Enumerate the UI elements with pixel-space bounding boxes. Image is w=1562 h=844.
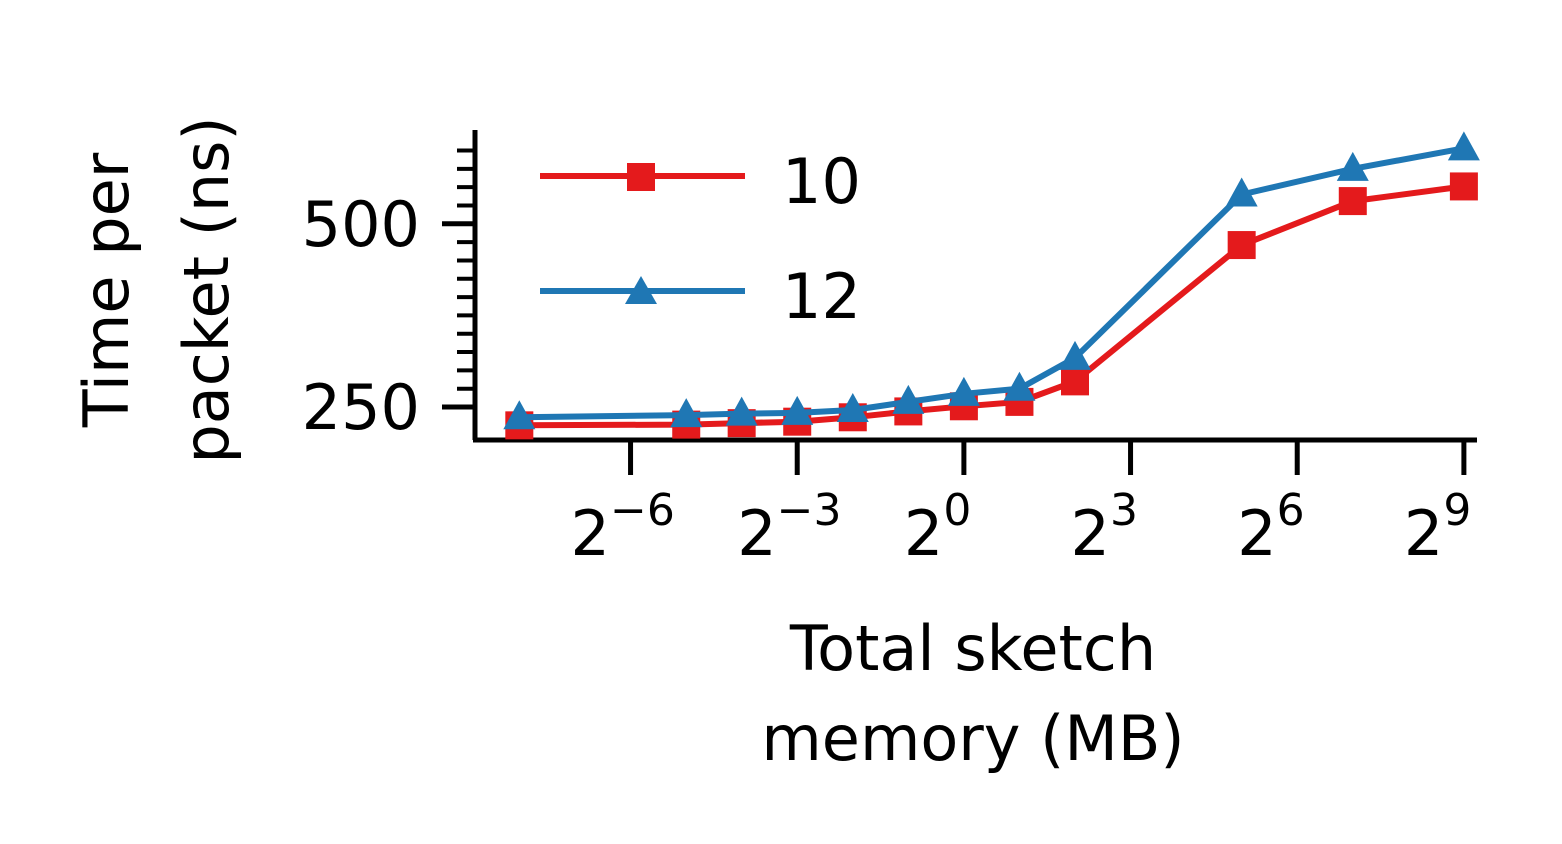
legend: 10 12 [540, 145, 861, 333]
legend-marker-10 [627, 163, 655, 191]
data-point-12 [725, 396, 758, 426]
data-point-12 [1003, 371, 1036, 401]
data-point-12 [781, 395, 814, 425]
legend-label-10: 10 [782, 145, 861, 218]
plot-area: 2−6 2−3 20 23 26 29 250 500 [302, 130, 1480, 570]
y-tick-label: 250 [302, 371, 420, 444]
x-tick-label: 2−3 [737, 485, 841, 570]
y-ticks: 250 500 [302, 148, 475, 444]
x-tick-label: 26 [1237, 485, 1304, 570]
x-tick-label: 23 [1071, 485, 1138, 570]
data-point-10 [1227, 231, 1256, 260]
data-point-10 [1449, 172, 1478, 201]
x-tick-label: 20 [904, 485, 971, 570]
series-layer [503, 131, 1480, 440]
data-point-12 [836, 392, 869, 422]
x-axis-title: Total sketch memory (MB) [761, 612, 1184, 775]
data-point-12 [1059, 340, 1091, 370]
y-axis-title-line-1: Time per [70, 152, 143, 428]
x-ticks: 2−6 2−3 20 23 26 29 [571, 440, 1471, 570]
data-point-12 [670, 398, 703, 428]
x-axis-title-line-2: memory (MB) [761, 702, 1184, 775]
legend-label-12: 12 [782, 260, 861, 333]
y-axis-title: Time per packet (ns) [70, 116, 243, 463]
data-point-10 [1338, 187, 1367, 216]
data-point-12 [892, 384, 925, 414]
x-tick-label: 2−6 [571, 485, 675, 570]
legend-marker-12 [625, 276, 657, 304]
legend-entry-10: 10 [540, 145, 861, 218]
legend-entry-12: 12 [540, 260, 861, 333]
x-tick-label: 29 [1404, 485, 1471, 570]
data-point-12 [1336, 151, 1369, 181]
y-axis-title-line-2: packet (ns) [170, 116, 243, 463]
data-point-12 [1225, 177, 1258, 207]
data-point-10 [1061, 367, 1089, 396]
series-line-12 [519, 145, 1465, 421]
x-axis-title-line-1: Total sketch [789, 612, 1156, 685]
y-tick-label: 500 [302, 188, 420, 261]
data-point-12 [1447, 131, 1480, 161]
data-point-12 [947, 376, 980, 406]
data-point-12 [503, 400, 536, 430]
